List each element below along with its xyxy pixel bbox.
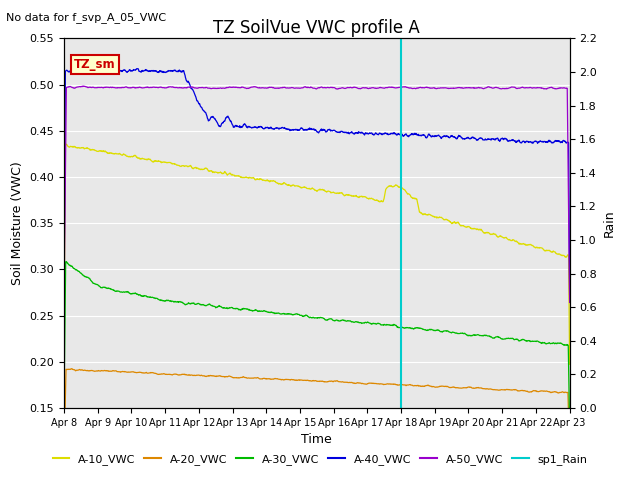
Legend: A-10_VWC, A-20_VWC, A-30_VWC, A-40_VWC, A-50_VWC, sp1_Rain: A-10_VWC, A-20_VWC, A-30_VWC, A-40_VWC, …: [48, 450, 592, 469]
Y-axis label: Soil Moisture (VWC): Soil Moisture (VWC): [11, 161, 24, 285]
Y-axis label: Rain: Rain: [603, 209, 616, 237]
Text: TZ_sm: TZ_sm: [74, 58, 116, 71]
X-axis label: Time: Time: [301, 433, 332, 446]
Text: No data for f_svp_A_05_VWC: No data for f_svp_A_05_VWC: [6, 12, 166, 23]
Title: TZ SoilVue VWC profile A: TZ SoilVue VWC profile A: [213, 19, 420, 37]
